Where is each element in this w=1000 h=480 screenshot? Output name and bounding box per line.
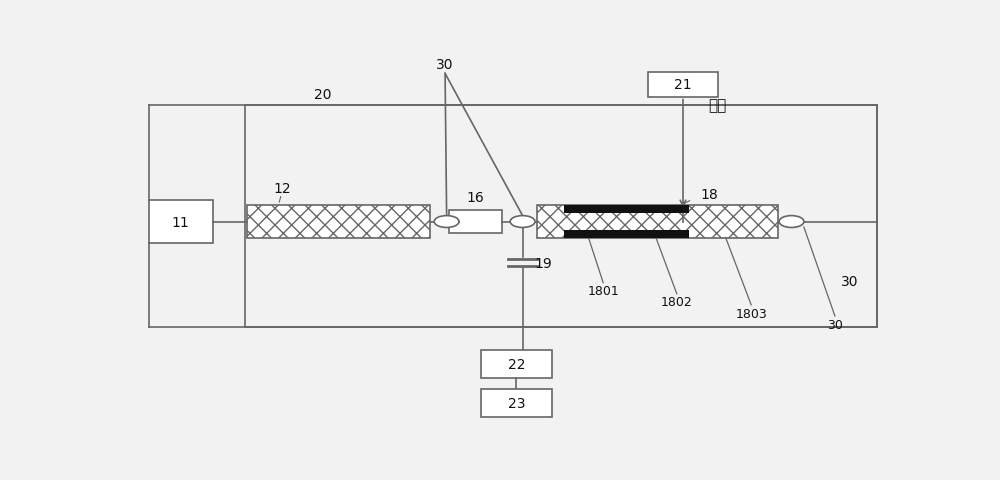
Text: 30: 30 [436, 58, 454, 72]
Text: 20: 20 [314, 87, 331, 102]
Circle shape [779, 216, 804, 228]
Text: 12: 12 [274, 182, 291, 196]
Text: 30: 30 [841, 274, 858, 288]
Text: 18: 18 [700, 187, 718, 201]
Bar [149, 201, 213, 243]
Text: 1801: 1801 [587, 285, 619, 298]
Text: 19: 19 [534, 257, 552, 271]
Bar [564, 205, 689, 214]
Text: 30: 30 [827, 318, 843, 331]
Text: 16: 16 [466, 191, 484, 205]
Bar [449, 211, 502, 233]
Bar [245, 106, 877, 327]
Text: 21: 21 [674, 78, 692, 92]
Bar [564, 230, 689, 239]
Circle shape [510, 216, 535, 228]
Text: 22: 22 [508, 358, 525, 372]
Bar [481, 350, 552, 378]
Bar [648, 73, 718, 97]
Bar [537, 205, 778, 239]
Bar [481, 389, 552, 417]
Circle shape [434, 216, 459, 228]
Bar [247, 205, 430, 239]
Text: 1802: 1802 [661, 296, 693, 309]
Text: 23: 23 [508, 396, 525, 410]
Text: 11: 11 [172, 215, 190, 229]
Text: 光孔: 光孔 [708, 98, 726, 113]
Text: 1803: 1803 [735, 307, 767, 320]
